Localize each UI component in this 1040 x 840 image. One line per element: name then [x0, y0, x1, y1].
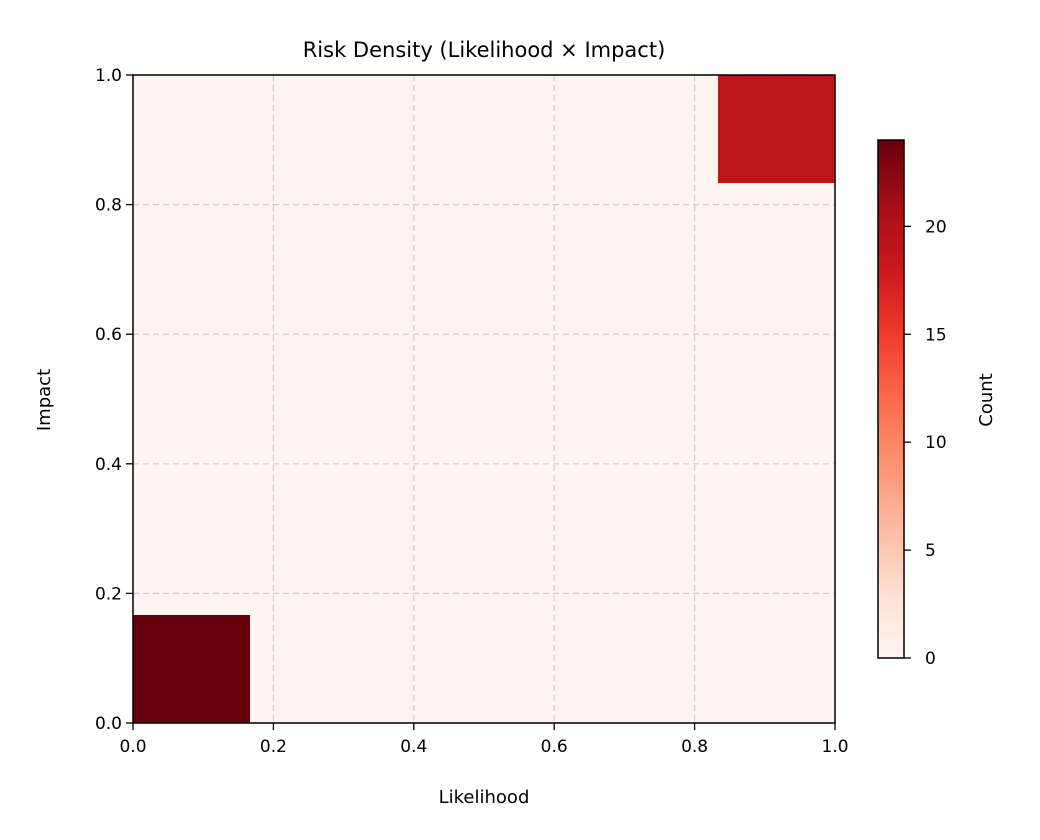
y-axis-label: Impact — [34, 369, 55, 431]
x-tick-label: 0.0 — [119, 737, 146, 757]
plot-frame — [132, 74, 836, 724]
colorbar-tick-label: 20 — [925, 217, 947, 237]
colorbar-label: Count — [976, 373, 997, 426]
heatmap-cell — [717, 75, 835, 184]
x-tick-label: 0.8 — [681, 737, 708, 757]
y-tick-label: 1.0 — [95, 66, 122, 86]
colorbar-tick-label: 10 — [925, 433, 947, 453]
colorbar-bar — [877, 139, 905, 659]
x-tick-label: 1.0 — [821, 737, 848, 757]
chart-title: Risk Density (Likelihood × Impact) — [303, 38, 666, 62]
y-tick-label: 0.0 — [95, 714, 122, 734]
x-axis-label: Likelihood — [439, 787, 530, 808]
heatmap-cell — [133, 614, 251, 723]
plot-area: 0.0 0.2 0.4 0.6 0.8 1.0 0.0 0.2 0.4 0.6 0.8 1.0 — [95, 66, 849, 757]
x-tick-label: 0.2 — [260, 737, 287, 757]
y-tick-label: 0.4 — [95, 455, 122, 475]
y-tick-label: 0.2 — [95, 584, 122, 604]
x-tick-label: 0.6 — [541, 737, 568, 757]
colorbar-tick-label: 0 — [925, 649, 936, 669]
colorbar-tick-label: 5 — [925, 541, 936, 561]
y-tick-label: 0.8 — [95, 196, 122, 216]
colorbar-tick-label: 15 — [925, 325, 947, 345]
x-tick-label: 0.4 — [400, 737, 427, 757]
colorbar: 0 5 10 15 20 — [877, 139, 947, 669]
y-tick-label: 0.6 — [95, 325, 122, 345]
